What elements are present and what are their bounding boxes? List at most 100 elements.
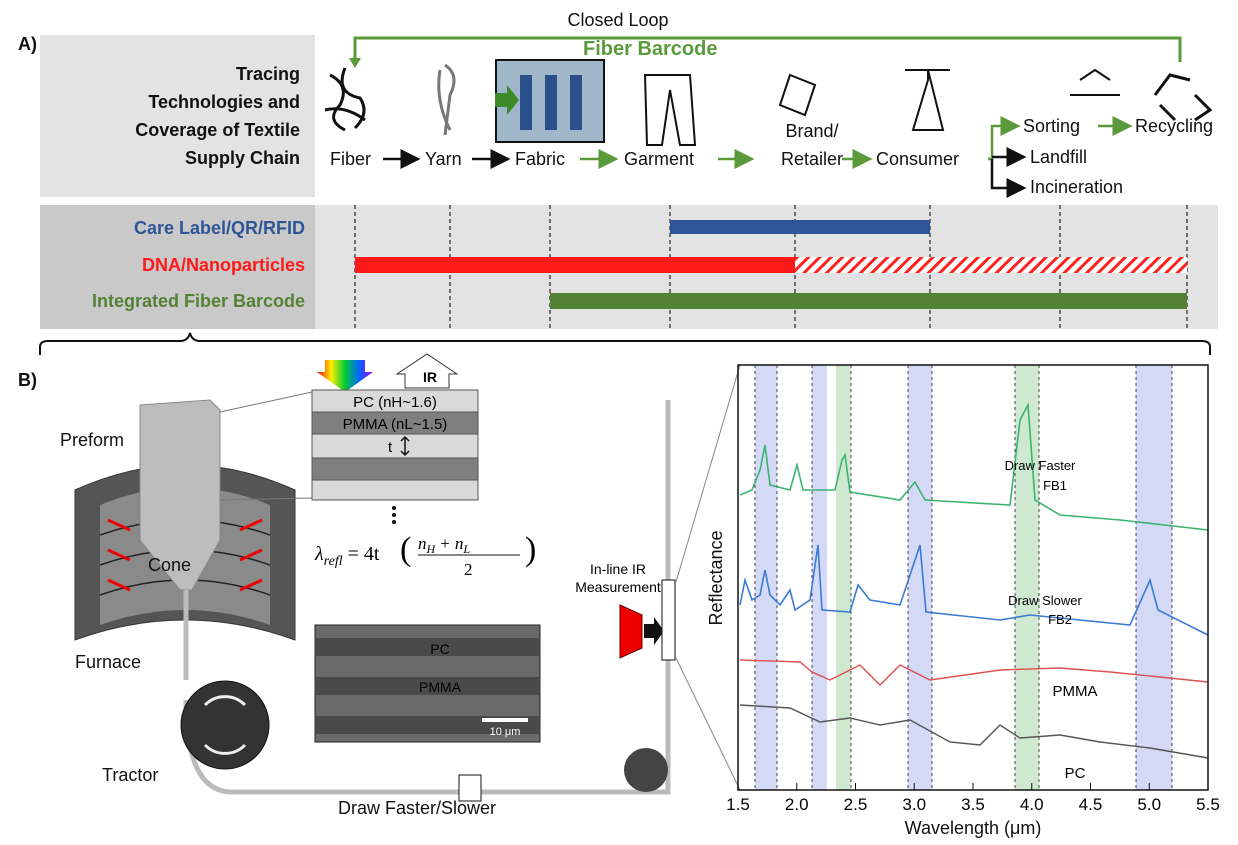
- stages: Fiber Yarn Fabric Garment Brand/ Retaile…: [330, 116, 1213, 197]
- heat-arrows: [107, 518, 263, 592]
- curve-label: Draw Slower: [1008, 593, 1082, 608]
- layer-label: PMMA (nL~1.5): [343, 416, 448, 433]
- stage: Garment: [624, 149, 694, 169]
- tech-label: Care Label/QR/RFID: [134, 218, 305, 238]
- label-band: [40, 205, 315, 329]
- band-edges: [754, 365, 1173, 790]
- roller: [624, 748, 668, 792]
- title: Tracing Technologies and Coverage of Tex…: [135, 64, 300, 168]
- x-tick-label: 4.0: [1020, 795, 1044, 814]
- part-label: Preform: [60, 430, 124, 450]
- layer-label: t: [388, 439, 393, 456]
- title-box: [40, 35, 315, 197]
- bands: [755, 365, 1172, 790]
- curve-label: Draw Faster: [1005, 458, 1076, 473]
- title-line: Supply Chain: [185, 148, 300, 168]
- x-tick-label: 3.0: [902, 795, 926, 814]
- x-tick-label: 4.5: [1079, 795, 1103, 814]
- part-label: Furnace: [75, 652, 141, 672]
- layer-label: PC (nH~1.6): [353, 394, 437, 411]
- title-line: Technologies and: [148, 92, 300, 112]
- ellipsis: [392, 506, 396, 524]
- x-tick-label: 2.0: [785, 795, 809, 814]
- spectrum: [737, 364, 1209, 791]
- panel-label: B): [18, 370, 37, 390]
- tractor: [180, 680, 270, 770]
- zoom-line: [219, 497, 313, 501]
- paren: (: [400, 531, 411, 568]
- x-tick-label: 5.0: [1137, 795, 1161, 814]
- zoom-line: [675, 364, 741, 583]
- x-tick-label: 1.5: [726, 795, 750, 814]
- curve-fb1: [739, 402, 1209, 531]
- stage: Incineration: [1030, 177, 1123, 197]
- inline-ir: Measurement: [575, 579, 661, 595]
- ir-label: IR: [423, 369, 437, 385]
- stage: Brand/: [785, 121, 838, 141]
- ir-probe: [661, 579, 676, 661]
- coverage-bar: [550, 293, 1187, 309]
- tech-label: DNA/Nanoparticles: [142, 255, 305, 275]
- eq-denominator: 2: [464, 560, 473, 579]
- curve-fb2: [739, 544, 1209, 636]
- curve-label: FB1: [1043, 478, 1067, 493]
- eq-part: λ: [314, 543, 324, 565]
- loop-line: [353, 36, 1182, 62]
- sem-label: PC: [430, 641, 449, 657]
- zoom-line: [219, 391, 313, 413]
- curve-label: FB2: [1048, 612, 1072, 627]
- part-label: Draw Faster/Slower: [338, 798, 496, 818]
- barcode-arrow: [495, 85, 519, 115]
- capstan-box: [458, 774, 482, 802]
- tractor-arrows: [203, 695, 247, 755]
- y-axis-title: Reflectance: [706, 530, 726, 625]
- x-tick-label: 2.5: [844, 795, 868, 814]
- title-line: Tracing: [236, 64, 300, 84]
- loop-arrow: [349, 58, 361, 68]
- stage: Fiber: [330, 149, 371, 169]
- light-arrow: [317, 360, 373, 392]
- scale-bar: 10 μm: [490, 726, 521, 738]
- eq-part: = 4t: [348, 543, 380, 565]
- part-label: Tractor: [102, 765, 158, 785]
- x-axis-title: Wavelength (μm): [905, 818, 1042, 838]
- tech-label: Integrated Fiber Barcode: [92, 291, 305, 311]
- stage: Recycling: [1135, 116, 1213, 136]
- barcode-stripes: [520, 75, 582, 130]
- panel-label: A): [18, 34, 37, 54]
- stage: Fabric: [515, 149, 565, 169]
- fiber-barcode-title: Fiber Barcode: [583, 38, 717, 60]
- icons: [324, 63, 1213, 146]
- flow-arrows: [383, 116, 1133, 198]
- part-label: Cone: [148, 555, 191, 575]
- closed-loop: Closed Loop: [567, 10, 668, 30]
- coverage-bar: [670, 220, 930, 234]
- curve-label: PC: [1065, 765, 1086, 782]
- coverage-bar-partial: [795, 257, 1187, 273]
- preform: [139, 399, 221, 591]
- curve-label: PMMA: [1053, 683, 1098, 700]
- curve-pmma: [739, 659, 1209, 686]
- sem-label: PMMA: [419, 679, 462, 695]
- x-tick-label: 3.5: [961, 795, 985, 814]
- paren: ): [525, 531, 536, 568]
- eq-numerator: nH + nL: [418, 534, 470, 556]
- curve-pc: [739, 704, 1209, 759]
- eq-part: n: [418, 534, 427, 553]
- equation: λrefl = 4t: [314, 543, 380, 569]
- inline-ir: In-line IR: [590, 561, 646, 577]
- coverage-bar: [355, 257, 795, 273]
- title-line: Coverage of Textile: [135, 120, 300, 140]
- eq-part: + n: [439, 534, 463, 553]
- eq-part: refl: [324, 554, 343, 569]
- brace: [39, 332, 1211, 355]
- ir-source: [619, 604, 643, 659]
- ir-arrow: [395, 353, 459, 389]
- stage: Landfill: [1030, 147, 1087, 167]
- x-tick-label: 5.5: [1196, 795, 1220, 814]
- stage: Yarn: [425, 149, 462, 169]
- stage: Sorting: [1023, 116, 1080, 136]
- stage: Consumer: [876, 149, 959, 169]
- eq-part: H: [426, 542, 437, 556]
